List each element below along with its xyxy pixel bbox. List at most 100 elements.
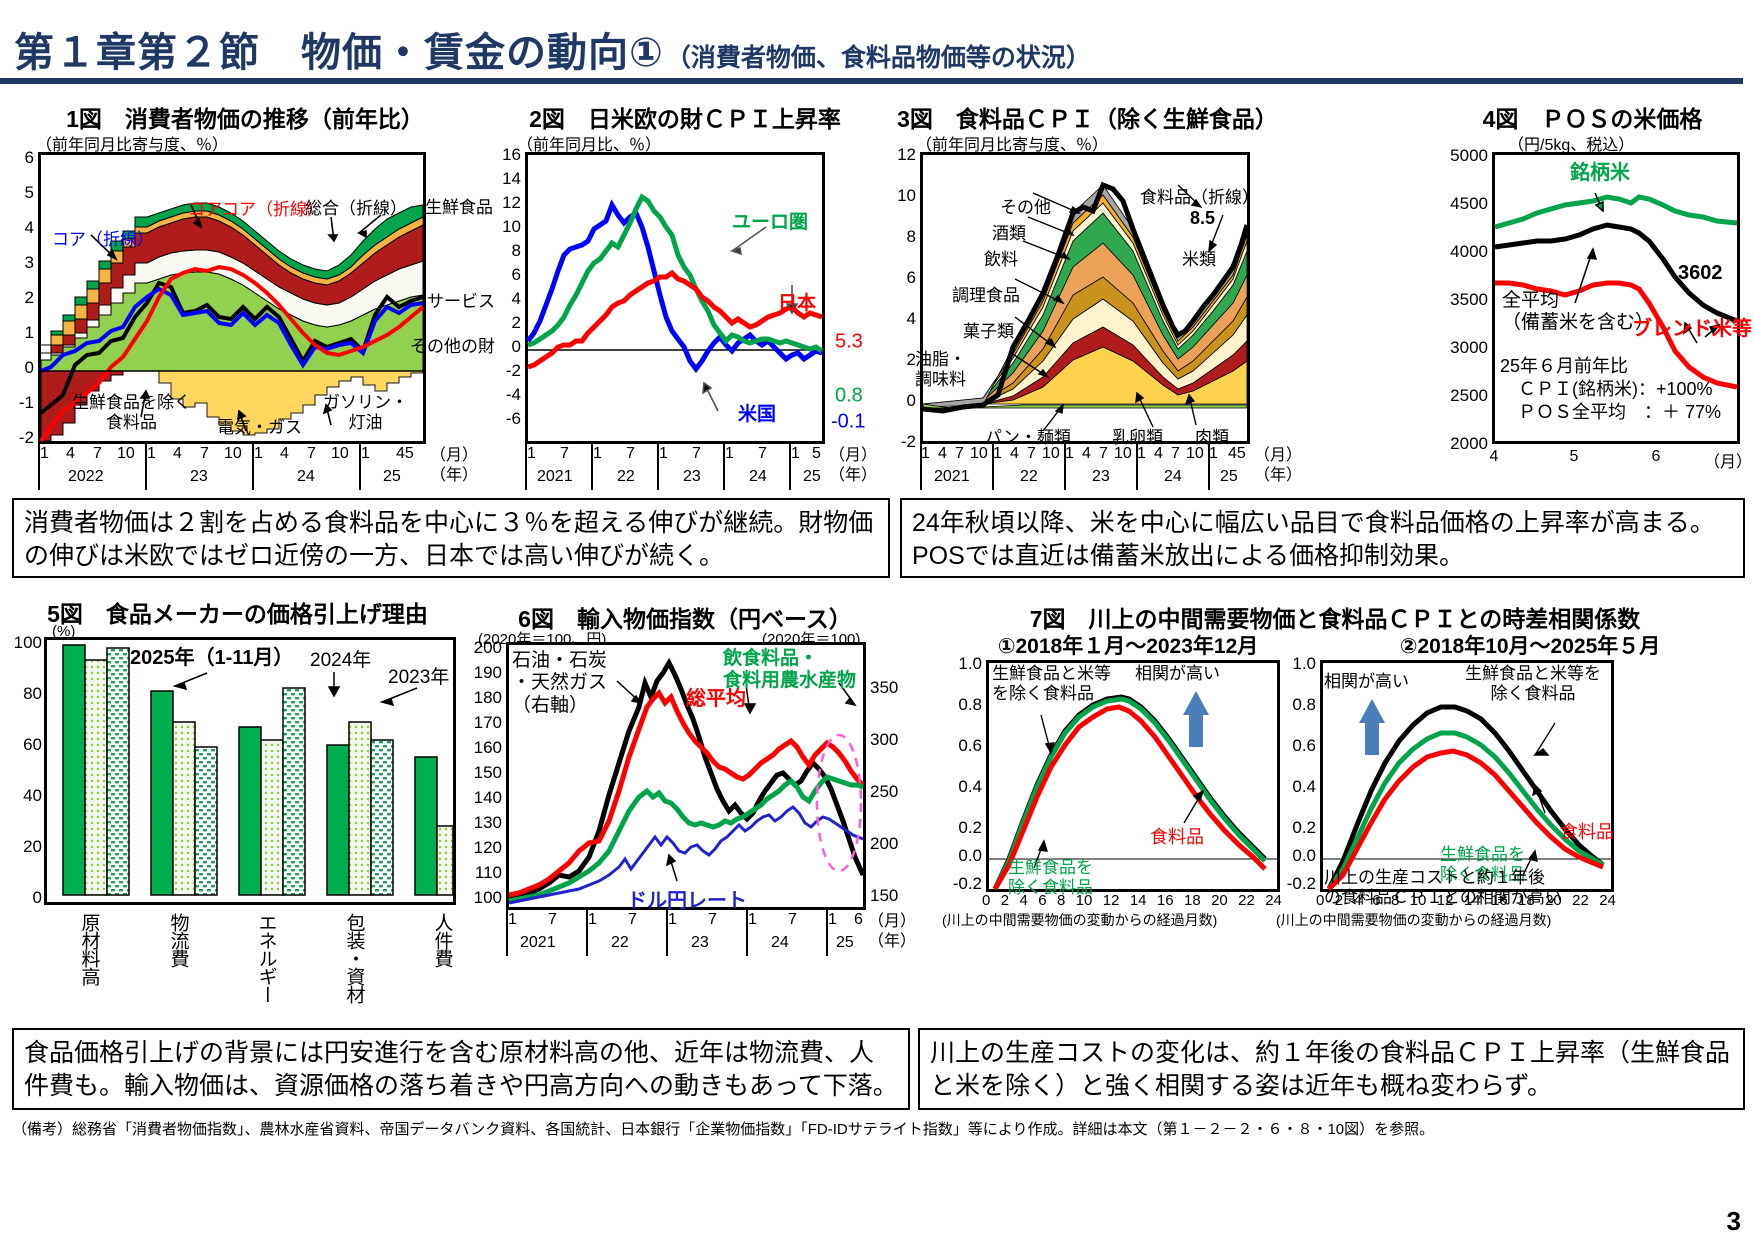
fig1-xunit-month: （月） [430,447,479,464]
fig3-y5: 25 [1220,468,1238,485]
fig1-m6: 4 [173,445,182,462]
fig2-yt-m6: -6 [505,409,521,428]
fig7p2-yt-06: 0.6 [1292,736,1316,755]
fig7p2-xt-14: 14 [1463,892,1481,909]
fig6-xunit-year: （年） [868,933,917,950]
fig7p2-label-red: 食料品 [1560,822,1614,842]
fig7p1-xt-16: 16 [1156,892,1174,909]
fig2-m3: 1 [593,445,602,462]
fig6-m1: 1 [508,911,517,928]
fig7p1-label-red: 食料品 [1150,827,1204,847]
fig7p1-line-red [992,704,1267,891]
fig5-yt-0: 0 [32,888,42,907]
figure-2-title: 2図 日米欧の財ＣＰＩ上昇率 [529,106,841,132]
fig4-xt-6: 6 [1651,448,1661,465]
fig6-m4: 7 [628,911,637,928]
fig4-note-line3: ＰＯＳ全平均 ：＋ 77% [1500,402,1722,423]
fig3-m1: 1 [921,445,930,462]
figure-6: 6図 輸入物価指数（円ベース） (2020年＝100、円) (2020年＝100… [470,600,916,1020]
fig4-xunit: （月） [1703,454,1752,471]
fig3-m2: 4 [938,445,947,462]
figure-7-title: 7図 川上の中間需要物価と食料品ＣＰＩとの時差相関係数 [1029,606,1641,632]
figure-3: 3図 食料品ＣＰＩ（除く生鮮食品） （前年同月比寄与度、％） 12 10 8 6… [890,100,1302,500]
fig6-ytl-100: 100 [473,888,502,907]
fig4-value-label: 3602 [1678,262,1723,284]
fig4-xt-4: 4 [1489,448,1499,465]
figure-3-title: 3図 食料品ＣＰＩ（除く生鮮食品） [897,106,1278,132]
fig3-label-oil-season: 油脂・ 調味料 [915,350,966,389]
fig7p2-label-black: 生鮮食品と米等を 除く食料品 [1465,664,1601,703]
fig3-m9: 1 [1065,445,1074,462]
fig2-yt-14: 14 [502,169,521,188]
fig6-ytr-250: 250 [870,782,899,801]
fig7p2-xt-16: 16 [1490,892,1508,909]
fig7p1-xt-2: 2 [1000,892,1010,909]
fig7p1-xt-18: 18 [1183,892,1201,909]
fig2-yt-m4: -4 [505,385,521,404]
fig4-note-line2: ＣＰＩ(銘柄米)：+100% [1500,379,1713,400]
fig3-m7: 7 [1027,445,1036,462]
fig2-label-us: 米国 [738,404,777,425]
fig3-label-other: その他 [1000,198,1051,217]
fig1-m8: 10 [224,445,242,462]
fig5-yt-20: 20 [23,837,42,856]
fig2-yt-10: 10 [502,217,521,236]
fig2-yt-2: 2 [511,313,521,332]
fig1-ytick-0: 0 [24,358,34,377]
fig3-xunit-year: （年） [1254,467,1303,484]
fig7p2-footnote: 川上の生産コストと約１年後 の食料品ＣＰＩとの相関が高い [1324,868,1562,908]
fig4-line-average [1494,222,1738,324]
fig7-panel1-title: ①2018年１月～2023年12月 [997,635,1259,658]
fig3-y3: 23 [1092,468,1110,485]
fig4-label-average: 全平均 （備蓄米を含む） [1502,290,1655,333]
fig2-yt-0: 0 [511,337,521,356]
fig1-xunit-year: （年） [430,467,479,484]
fig7p1-xt-0: 0 [982,892,991,909]
figure-6-title: 6図 輸入物価指数（円ベース） [518,606,852,632]
fig7p2-xaxis: 0 2 4 6 8 10 12 14 16 18 20 22 24 [1316,892,1616,909]
fig3-plot [920,152,1250,444]
fig3-label-dairy: 乳卵類 [1112,428,1163,447]
fig1-m14: 45 [396,445,414,462]
fig1-m3: 7 [93,445,102,462]
fig3-y1: 2021 [934,468,970,485]
fig6-y2: 22 [611,934,629,951]
fig1-m12: 10 [331,445,349,462]
fig7p1-xt-4: 4 [1019,892,1028,909]
fig4-note-line1: 25年６月前年比 [1500,356,1629,376]
fig2-m6: 7 [692,445,701,462]
figure-2-unit: （前年同月比、％） [517,137,662,154]
slide-header: 第１章第２節 物価・賃金の動向① （消費者物価、食料品物価等の状況） [0,20,1755,78]
fig6-ytl-190: 190 [473,663,502,682]
fig3-label-prepared: 調理食品 [952,286,1020,305]
fig7p2-xt-6: 6 [1372,892,1381,909]
fig3-label-beverage: 飲料 [984,250,1018,269]
fig7p1-label-arrownote: 相関が高い [1135,664,1220,683]
fig6-line-avg [508,688,865,898]
fig7p2-xt-22: 22 [1572,892,1589,909]
fig2-y5: 25 [803,468,821,485]
fig7p1-label-black: 生鮮食品と米等 を除く食料品 [992,664,1111,703]
fig1-label-corecore: コアコア（折線） [188,200,324,219]
fig7p2-yt-10: 1.0 [1292,654,1316,673]
fig3-yt-12: 12 [897,145,916,164]
fig7-panel2-plot [1320,660,1614,892]
fig6-xunit-month: （月） [868,913,917,930]
figure-7: 7図 川上の中間需要物価と食料品ＣＰＩとの時差相関係数 ①2018年１月～202… [920,600,1755,930]
fig3-m15: 7 [1171,445,1180,462]
fig3-yt-8: 8 [906,227,916,246]
fig3-label-rice: 米類 [1182,250,1216,269]
fig7p2-line-black [1326,704,1605,891]
fig1-m2: 4 [66,445,75,462]
fig7p1-xt-24: 24 [1265,892,1282,909]
fig2-xunit: （月） （年） [829,446,877,486]
fig6-y3: 23 [691,934,709,951]
fig3-y4: 24 [1164,468,1182,485]
comment-box-bottom-left: 食品価格引上げの背景には円安進行を含む原材料高の他、近年は物流費、人件費も。輸入… [12,1028,910,1110]
fig2-m1: 1 [527,445,536,462]
fig4-plot [1492,152,1740,444]
fig6-ytr-300: 300 [870,730,899,749]
fig1-label-other-goods: その他の財 [410,337,495,356]
fig7p1-xunit: (川上の中間需要物価の変動からの経過月数) [942,912,1218,928]
figure-4-title: 4図 ＰＯＳの米価格 [1482,106,1703,132]
